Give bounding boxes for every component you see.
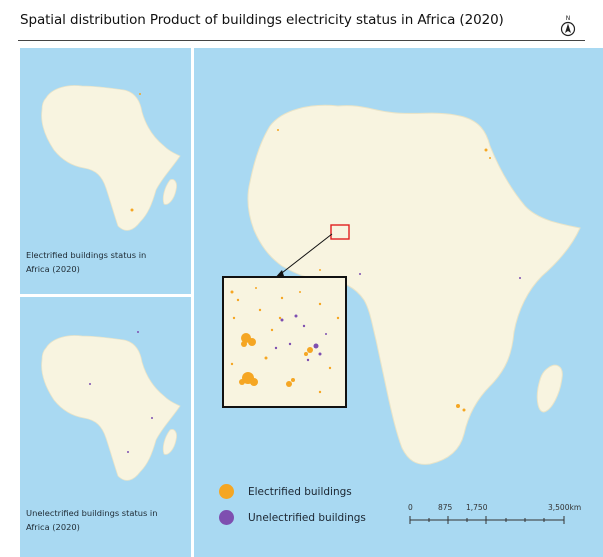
map-frame: Electrified buildings status in Africa (… bbox=[20, 48, 603, 557]
scale-label-0: 0 bbox=[408, 503, 413, 512]
scale-label-1750: 1,750 bbox=[466, 503, 488, 512]
map-title: Spatial distribution Product of building… bbox=[20, 12, 504, 28]
scale-label-875: 875 bbox=[438, 503, 453, 512]
main-africa-map bbox=[247, 104, 581, 465]
legend-item-electrified: Electrified buildings bbox=[219, 484, 352, 499]
title-rule bbox=[18, 40, 585, 41]
map-canvas bbox=[20, 48, 603, 557]
north-label: N bbox=[566, 15, 571, 22]
top-left-africa-map bbox=[41, 85, 181, 231]
north-arrow-icon: N bbox=[560, 15, 576, 37]
bottom-left-panel-label: Unelectrified buildings status in Africa… bbox=[26, 508, 158, 532]
callout-arrow bbox=[277, 233, 333, 277]
inset-zoom-map bbox=[222, 276, 347, 408]
legend-unelectrified-dot-icon bbox=[219, 510, 234, 525]
top-left-panel-label: Electrified buildings status in Africa (… bbox=[26, 250, 147, 274]
scale-bar bbox=[409, 516, 565, 524]
scale-label-3500km: 3,500km bbox=[548, 503, 582, 512]
bottom-left-africa-map bbox=[41, 331, 181, 481]
highlight-box bbox=[330, 224, 350, 240]
legend-item-unelectrified: Unelectrified buildings bbox=[219, 510, 366, 525]
legend-electrified-dot-icon bbox=[219, 484, 234, 499]
